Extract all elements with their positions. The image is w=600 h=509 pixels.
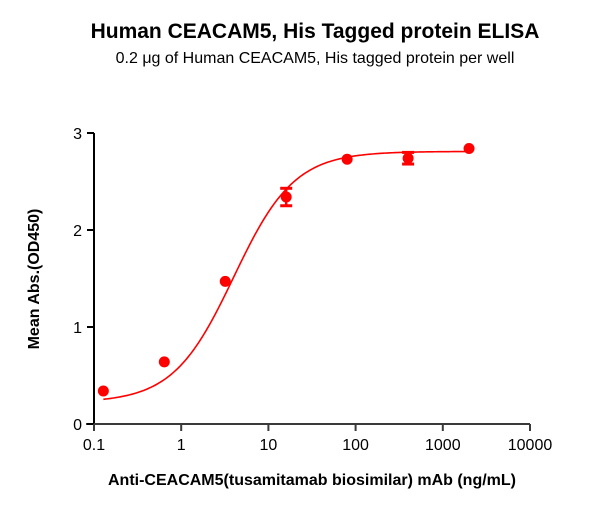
x-axis-title: Anti-CEACAM5(tusamitamab biosimilar) mAb… bbox=[108, 472, 516, 489]
y-axis-title: Mean Abs.(OD450) bbox=[26, 209, 43, 350]
y-tick-label: 2 bbox=[73, 223, 82, 240]
data-point bbox=[219, 275, 231, 287]
x-tick-label: 1 bbox=[177, 437, 186, 454]
x-tick-label: 10000 bbox=[508, 437, 553, 454]
data-point bbox=[402, 152, 414, 164]
x-tick-label: 0.1 bbox=[83, 437, 105, 454]
y-tick-label: 3 bbox=[73, 126, 82, 143]
data-point bbox=[97, 385, 109, 397]
data-point bbox=[280, 191, 292, 203]
data-point bbox=[158, 356, 170, 368]
data-point bbox=[341, 153, 353, 165]
x-tick-label: 10 bbox=[260, 437, 278, 454]
x-tick-label: 1000 bbox=[425, 437, 461, 454]
y-tick-label: 0 bbox=[73, 417, 82, 434]
data-point bbox=[463, 143, 475, 155]
x-tick-label: 100 bbox=[342, 437, 369, 454]
data-points bbox=[97, 143, 475, 397]
chart-subtitle: 0.2 μg of Human CEACAM5, His tagged prot… bbox=[115, 50, 515, 67]
axes: 0 1 2 3 0.1 1 10 100 1000 10000 bbox=[73, 126, 552, 454]
chart-title: Human CEACAM5, His Tagged protein ELISA bbox=[90, 20, 540, 43]
y-tick-label: 1 bbox=[73, 320, 82, 337]
